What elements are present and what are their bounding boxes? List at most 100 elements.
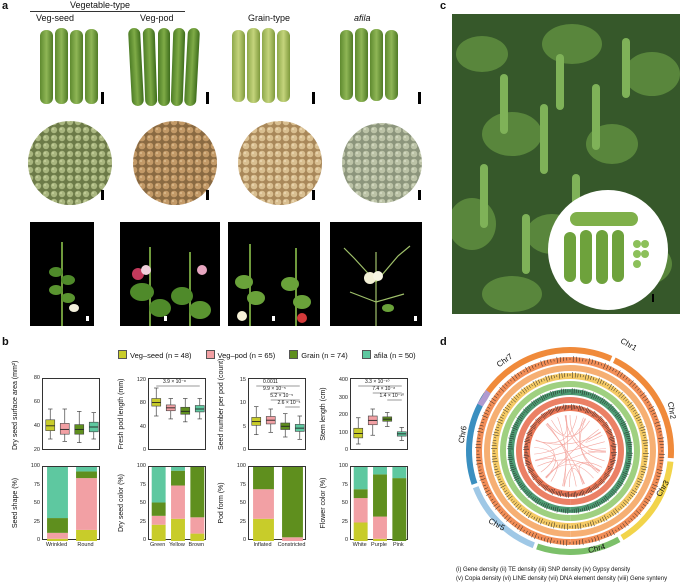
legend-veg-seed: Veg–seed (n = 48) [118, 350, 192, 360]
stack-segment-2-1 [190, 517, 205, 534]
chart-4-pvalue-2: 1.4 × 10⁻¹⁰ [379, 393, 405, 399]
stack-segment-0-0 [253, 518, 274, 541]
chart-8-xtick-1: Purple [371, 542, 387, 548]
scale-bar-field [652, 294, 654, 302]
seeds-photo-row [28, 121, 422, 205]
chart-3-ylabel: Seed number per pod (count) [218, 358, 225, 450]
panel-c-letter: c [440, 0, 447, 12]
seeds-veg-pod [133, 121, 217, 205]
chart-5-svg [47, 467, 97, 541]
circos-synteny-link [579, 418, 599, 474]
chart-5-ytick: 100 [30, 463, 40, 469]
chart-7-ylabel: Pod form (%) [218, 482, 225, 524]
pods-afila [340, 28, 398, 102]
stack-segment-0-2 [253, 467, 274, 490]
circos-synteny-link [585, 431, 603, 443]
chart-6-ytick: 50 [139, 500, 146, 506]
legend-swatch-grain [289, 350, 299, 359]
scale-bar-pods-1 [101, 92, 104, 104]
legend-swatch-afila [361, 350, 371, 359]
circos-chr-arc-7 [477, 389, 491, 407]
stack-segment-0-2 [151, 502, 166, 516]
chart-4-ytick: 300 [338, 394, 348, 401]
chart-2-ytick: 0 [142, 447, 146, 453]
chart-7-ytick: 25 [239, 518, 246, 525]
chart-5-ytick: 50 [33, 500, 40, 506]
chart-7-svg [253, 467, 303, 541]
chart-3-ytick: 0 [242, 447, 246, 453]
chart-3-pvalue-2: 5.2 × 10⁻⁵ [270, 393, 294, 399]
chart-3-pvalue-0: 0.0011 [263, 379, 278, 385]
circos-caption-line1: (i) Gene density (ii) TE density (iii) S… [456, 567, 631, 573]
chart-4-frame [350, 378, 408, 450]
chart-1-ytick: 40 [33, 423, 40, 429]
chart-6-xtick-1: Yellow [169, 542, 185, 548]
panel-d-letter: d [440, 336, 447, 348]
chart-2-ytick: 120 [136, 377, 146, 383]
circos-synteny-link [537, 459, 600, 472]
chart-4-ytick: 0 [344, 447, 348, 453]
scale-bar-plant-4 [414, 316, 417, 321]
chart-5-ytick: 75 [33, 481, 40, 488]
stack-segment-2-3 [392, 467, 407, 479]
stack-segment-1-2 [373, 474, 387, 517]
plant-photo-veg-pod [120, 222, 220, 326]
chart-8-ylabel: Flower color (%) [320, 477, 327, 529]
chart-6-frame [148, 466, 206, 541]
circos-synteny-link [545, 464, 594, 479]
stack-segment-1-0 [171, 518, 185, 541]
chart-5-xtick-0: Wrinkled [45, 542, 68, 548]
circos-caption-line2: (v) Copia density (vi) LINE density (vii… [456, 576, 668, 582]
circos-chr-arc-4 [536, 536, 621, 555]
circos-synteny-link [547, 420, 590, 437]
chart-6-ytick: 100 [136, 463, 146, 469]
chart-3-ytick: 5 [242, 423, 246, 430]
chart-6-ytick: 25 [139, 518, 146, 525]
box-0 [45, 419, 56, 431]
stack-segment-0-1 [253, 489, 274, 519]
circos-synteny-link [562, 415, 568, 487]
panel-b-letter: b [2, 336, 9, 348]
chart-5-ylabel: Seed shape (%) [12, 477, 19, 529]
circos-synteny-link [535, 432, 602, 445]
chart-3-pvalue-3: 2.6 × 10⁻⁵ [277, 400, 301, 406]
plant-photo-afila [330, 222, 422, 326]
scale-bar-seeds-1 [101, 190, 104, 200]
stack-segment-0-0 [151, 524, 166, 541]
chart-4-svg [353, 385, 407, 445]
circos-synteny-link [545, 424, 585, 485]
circos-synteny-link [587, 448, 606, 453]
col-header-afila: afila [354, 13, 371, 23]
chart-2-ytick: 80 [139, 400, 146, 407]
chart-1-svg [45, 408, 99, 443]
legend-swatch-veg-pod [205, 350, 215, 359]
chart-8-xtick-0: White [352, 542, 367, 548]
chart-5-frame [42, 466, 100, 541]
chart-8-xtick-2: Pink [392, 542, 404, 548]
chart-6-xtick-2: Brown [188, 542, 205, 548]
chart-8-frame [350, 466, 408, 541]
pods-photo-row [40, 28, 398, 106]
chart-8-svg [353, 467, 407, 541]
vegetable-type-header: Vegetable-type [70, 0, 131, 10]
col-header-grain-type: Grain-type [248, 13, 291, 23]
stack-segment-0-2 [47, 518, 68, 533]
stack-segment-0-2 [353, 489, 368, 499]
seeds-afila [342, 123, 422, 203]
scale-bar-plant-2 [164, 316, 167, 321]
stack-segment-1-1 [76, 478, 97, 530]
plant-photo-grain-type [228, 222, 320, 326]
scale-bar-plant-1 [86, 316, 89, 321]
chart-8-ytick: 25 [341, 518, 348, 525]
stack-segment-0-3 [151, 467, 166, 503]
circos-synteny-link [534, 418, 586, 455]
stack-segment-0-1 [47, 532, 68, 539]
scale-bar-plant-3 [272, 316, 275, 321]
stack-segment-1-1 [171, 485, 185, 519]
chart-2-ytick: 40 [139, 423, 146, 430]
stack-segment-0-1 [353, 498, 368, 523]
circos-synteny-link [546, 429, 599, 479]
circos-synteny-link [564, 462, 603, 487]
chart-2-ylabel: Fresh pod length (mm) [118, 378, 125, 450]
chart-3-ytick: 15 [239, 377, 246, 383]
